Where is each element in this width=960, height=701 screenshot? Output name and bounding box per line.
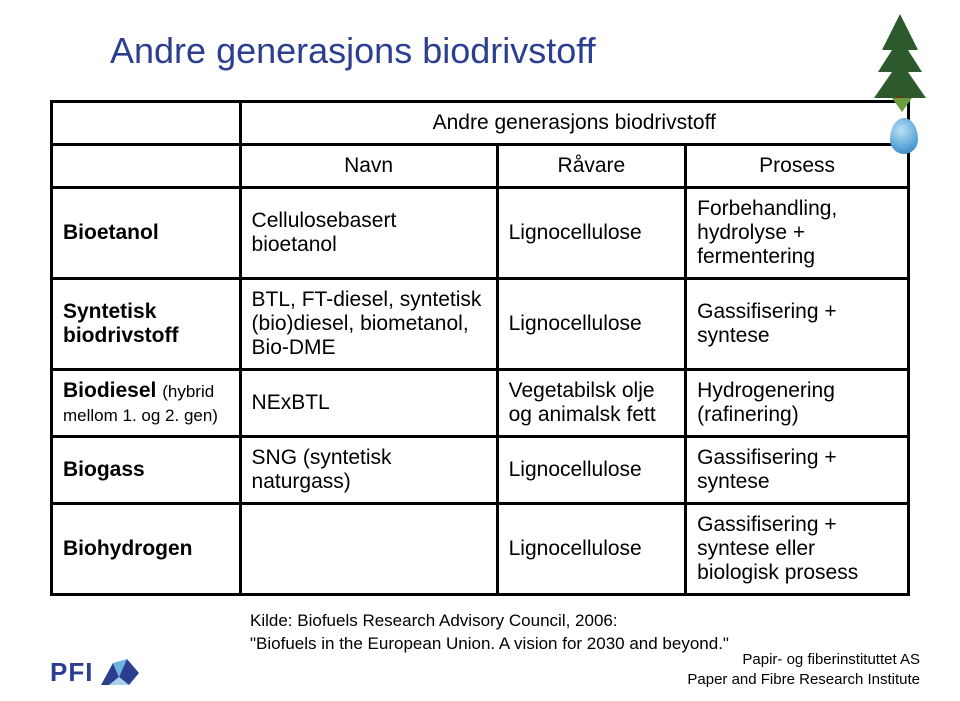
footer-org: Papir- og fiberinstituttet AS Paper and … <box>687 650 920 689</box>
row-category: Syntetisk biodrivstoff <box>52 279 241 370</box>
row-process: Gassifisering + syntese eller biologisk … <box>686 504 909 595</box>
table-row: Biodiesel (hybrid mellom 1. og 2. gen)NE… <box>52 370 909 437</box>
org-name-en: Paper and Fibre Research Institute <box>687 670 920 690</box>
row-name <box>240 504 497 595</box>
table-super-header: Andre generasjons biodrivstoff <box>240 102 908 145</box>
row-raw-material: Lignocellulose <box>497 437 686 504</box>
header-blank-2 <box>52 145 241 188</box>
row-name: BTL, FT-diesel, syntetisk (bio)diesel, b… <box>240 279 497 370</box>
row-raw-material: Vegetabilsk olje og animalsk fett <box>497 370 686 437</box>
arrow-down-icon <box>892 98 912 112</box>
table-row: Syntetisk biodrivstoffBTL, FT-diesel, sy… <box>52 279 909 370</box>
row-raw-material: Lignocellulose <box>497 188 686 279</box>
row-category: Biodiesel (hybrid mellom 1. og 2. gen) <box>52 370 241 437</box>
row-name: SNG (syntetisk naturgass) <box>240 437 497 504</box>
col-header-name: Navn <box>240 145 497 188</box>
row-category: Bioetanol <box>52 188 241 279</box>
page-title: Andre generasjons biodrivstoff <box>110 30 910 72</box>
origami-icon <box>99 655 141 689</box>
water-drop-icon <box>890 118 918 154</box>
table-row: Biohydrogen LignocelluloseGassifisering +… <box>52 504 909 595</box>
row-raw-material: Lignocellulose <box>497 504 686 595</box>
logo-text: PFI <box>50 657 93 688</box>
row-process: Hydrogenering (rafinering) <box>686 370 909 437</box>
table-header-row-2: Navn Råvare Prosess <box>52 145 909 188</box>
row-name: NExBTL <box>240 370 497 437</box>
row-category: Biohydrogen <box>52 504 241 595</box>
source-line-1: Kilde: Biofuels Research Advisory Counci… <box>250 610 910 633</box>
biofuel-table: Andre generasjons biodrivstoff Navn Råva… <box>50 100 910 596</box>
table-header-row-1: Andre generasjons biodrivstoff <box>52 102 909 145</box>
col-header-raw: Råvare <box>497 145 686 188</box>
header-blank <box>52 102 241 145</box>
row-process: Forbehandling, hydrolyse + fermentering <box>686 188 909 279</box>
org-name-no: Papir- og fiberinstituttet AS <box>687 650 920 670</box>
logo: PFI <box>50 655 141 689</box>
footer: PFI Papir- og fiberinstituttet AS Paper … <box>50 650 920 689</box>
table-row: BiogassSNG (syntetisk naturgass)Lignocel… <box>52 437 909 504</box>
row-category: Biogass <box>52 437 241 504</box>
row-raw-material: Lignocellulose <box>497 279 686 370</box>
corner-graphic <box>870 12 930 102</box>
col-header-process: Prosess <box>686 145 909 188</box>
source-citation: Kilde: Biofuels Research Advisory Counci… <box>250 610 910 656</box>
table-row: BioetanolCellulosebasert bioetanolLignoc… <box>52 188 909 279</box>
row-name: Cellulosebasert bioetanol <box>240 188 497 279</box>
tree-icon <box>870 12 930 102</box>
row-process: Gassifisering + syntese <box>686 279 909 370</box>
row-process: Gassifisering + syntese <box>686 437 909 504</box>
slide: Andre generasjons biodrivstoff Andre gen… <box>0 0 960 701</box>
